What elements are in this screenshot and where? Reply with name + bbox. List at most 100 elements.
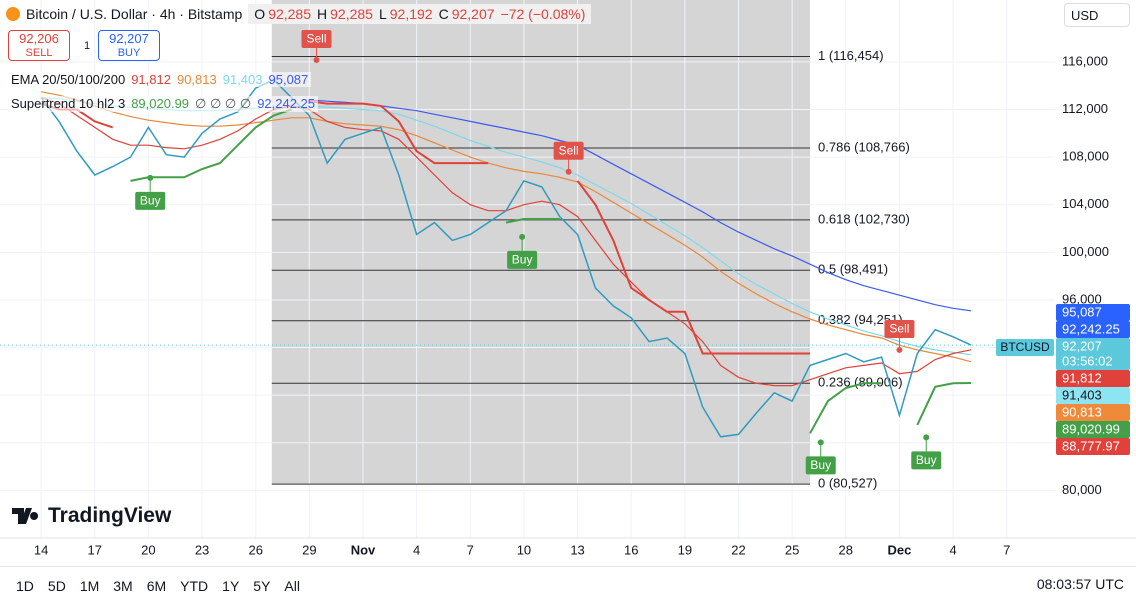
x-tick-label: 14: [34, 542, 48, 557]
indicator-value: 91,403: [222, 72, 263, 87]
ema-legend: EMA 20/50/100/200 91,812 90,813 91,403 95,08…: [8, 72, 312, 87]
range-button[interactable]: 5D: [47, 578, 66, 594]
sell-button[interactable]: 92,206 SELL: [8, 30, 70, 61]
ohlc-values: O 92,285 H 92,285 L 92,192 C 92,207 −72 (−0.08%): [248, 4, 592, 24]
supertrend-legend: Supertrend 10 hl2 3 89,020.99 ∅ ∅ ∅ ∅ 92,24…: [8, 96, 319, 112]
brand-logo: [12, 508, 39, 524]
series-line: [130, 108, 292, 182]
axes: 80,00084,00088,00092,00096,000100,000104…: [0, 53, 1136, 557]
price-badge: [1056, 321, 1130, 338]
x-tick-label: 20: [141, 542, 155, 557]
range-button[interactable]: 1D: [16, 578, 34, 594]
price-badge-text: 89,020.99: [1062, 421, 1120, 436]
fib-label: 0.382 (94,251): [818, 312, 903, 327]
y-tick-label: 108,000: [1062, 149, 1109, 164]
x-tick-label: 7: [467, 542, 474, 557]
price-badge: [1056, 404, 1130, 421]
ohlc-key: H: [317, 6, 328, 22]
range-button[interactable]: 5Y: [253, 578, 271, 594]
x-tick-label: 13: [570, 542, 584, 557]
fib-label: 0 (80,527): [818, 476, 877, 491]
price-badge: [1056, 304, 1130, 321]
series-line: [576, 180, 810, 355]
range-button[interactable]: 3M: [113, 578, 133, 594]
signal-label: Buy: [916, 453, 937, 467]
range-button[interactable]: 1M: [79, 578, 100, 594]
chart: 1 (116,454) 0.786 (108,766) 0.618 (102,730…: [0, 0, 1136, 557]
x-tick-label: Dec: [888, 542, 912, 557]
x-tick-label: 16: [624, 542, 638, 557]
x-tick-label: 25: [785, 542, 799, 557]
signal-point: [519, 233, 526, 240]
clock: 08:03:57 UTC: [1036, 576, 1124, 592]
ohlc-key: L: [378, 6, 387, 22]
signal-point: [147, 174, 154, 181]
fib-label: 0.786 (108,766): [818, 139, 910, 154]
signal-box: [301, 29, 332, 48]
plot-area: 1 (116,454) 0.786 (108,766) 0.618 (102,730…: [0, 29, 1055, 491]
series-line: [40, 91, 972, 363]
coin-icon: [6, 7, 20, 21]
series-line: [809, 382, 882, 434]
signal-label: Sell: [306, 32, 326, 46]
price-badge-text: 88,777.97: [1062, 438, 1120, 453]
price-badge-text: 91,403: [1062, 387, 1102, 402]
buy-label: BUY: [117, 47, 141, 59]
x-tick-label: 4: [949, 542, 956, 557]
buy-price: 92,207: [109, 31, 149, 46]
range-button[interactable]: YTD: [180, 578, 209, 594]
signal-box: [805, 456, 836, 475]
price-change: −72 (−0.08%): [500, 6, 586, 22]
x-tick-label: 7: [1003, 542, 1010, 557]
indicator-value: 92,242.25: [257, 96, 316, 111]
fib-shade: [271, 0, 811, 485]
range-button[interactable]: 1Y: [222, 578, 240, 594]
spread: 1: [84, 40, 91, 52]
range-button[interactable]: 6M: [146, 578, 167, 594]
symbol-tag-text: BTCUSD: [1000, 340, 1050, 354]
signal-point: [565, 168, 572, 175]
x-tick-label: 22: [731, 542, 745, 557]
fib-label: 1 (116,454): [818, 48, 884, 63]
signal-point: [817, 439, 824, 446]
y-tick-label: 116,000: [1062, 53, 1108, 68]
bottom-toolbar: 1D 5D 1M 3M 6M YTD 1Y 5Y All: [0, 566, 1136, 605]
series-line: [40, 78, 972, 438]
price-badge: [1056, 338, 1130, 370]
symbol-title: Bitcoin / U.S. Dollar · 4h · Bitstamp: [26, 6, 243, 22]
ohlc-value: 92,285: [268, 6, 312, 22]
signal-box: [553, 141, 584, 160]
price-badge-sub: 03:56:02: [1062, 353, 1113, 368]
series-line: [309, 100, 489, 165]
x-tick-label: 10: [517, 542, 531, 557]
indicator-name: Supertrend 10 hl2 3: [11, 96, 126, 111]
series-line: [505, 218, 560, 224]
brand-name: TradingView: [48, 504, 172, 527]
indicator-value: 91,812: [131, 72, 171, 87]
currency-select[interactable]: USD: [1064, 3, 1130, 27]
x-tick-label: Nov: [351, 542, 376, 557]
x-tick-label: 29: [302, 542, 316, 557]
price-badge: [1056, 421, 1130, 438]
sell-label: SELL: [25, 47, 53, 59]
x-tick-label: 17: [88, 542, 102, 557]
indicator-value: ∅ ∅ ∅ ∅: [195, 96, 252, 111]
signal-label: Buy: [140, 193, 161, 207]
indicator-value: 89,020.99: [131, 96, 190, 111]
symbol-tag: [996, 339, 1054, 356]
price-badge-text: 92,242.25: [1062, 321, 1120, 336]
series-line: [916, 382, 972, 426]
range-button[interactable]: All: [284, 578, 300, 594]
brand: TradingView: [12, 504, 171, 528]
signal-label: Buy: [512, 253, 533, 267]
signal-point: [923, 434, 930, 441]
ohlc-key: O: [254, 6, 266, 22]
signal-label: Buy: [810, 458, 831, 472]
buy-button[interactable]: 92,207 BUY: [98, 30, 160, 61]
x-tick-label: 23: [195, 542, 209, 557]
signal-point: [313, 56, 320, 63]
fib-label: 0.5 (98,491): [818, 262, 888, 277]
series-line: [309, 99, 972, 312]
